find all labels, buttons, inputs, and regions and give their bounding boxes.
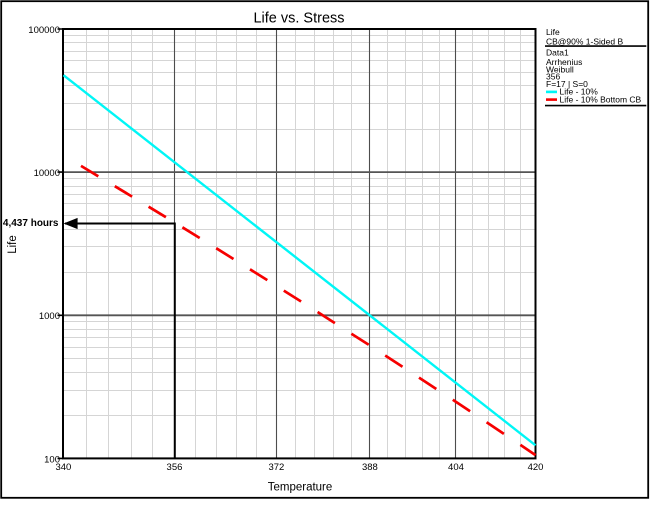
svg-text:420: 420 xyxy=(528,462,544,473)
svg-text:356: 356 xyxy=(546,72,560,82)
svg-text:Life: Life xyxy=(546,27,560,37)
svg-text:Life: Life xyxy=(7,235,19,254)
svg-text:100: 100 xyxy=(44,454,60,465)
svg-text:CB@90% 1-Sided B: CB@90% 1-Sided B xyxy=(546,36,623,46)
svg-text:340: 340 xyxy=(55,462,71,473)
svg-text:Temperature: Temperature xyxy=(268,482,333,494)
svg-text:404: 404 xyxy=(448,462,464,473)
svg-text:F=17 | S=0: F=17 | S=0 xyxy=(546,79,588,89)
svg-text:Data1: Data1 xyxy=(546,47,569,57)
svg-text:356: 356 xyxy=(167,462,183,473)
svg-text:Arrhenius: Arrhenius xyxy=(546,57,582,67)
svg-text:1000: 1000 xyxy=(39,311,60,322)
svg-text:388: 388 xyxy=(362,462,378,473)
svg-text:Weibull: Weibull xyxy=(546,64,574,74)
svg-text:10000: 10000 xyxy=(34,168,60,179)
svg-text:4,437 hours: 4,437 hours xyxy=(3,218,59,229)
svg-text:Life - 10% Bottom CB: Life - 10% Bottom CB xyxy=(560,94,642,104)
svg-text:372: 372 xyxy=(268,462,284,473)
svg-text:Life vs. Stress: Life vs. Stress xyxy=(253,11,344,27)
svg-text:100000: 100000 xyxy=(28,25,60,36)
svg-text:Life - 10%: Life - 10% xyxy=(560,87,599,97)
